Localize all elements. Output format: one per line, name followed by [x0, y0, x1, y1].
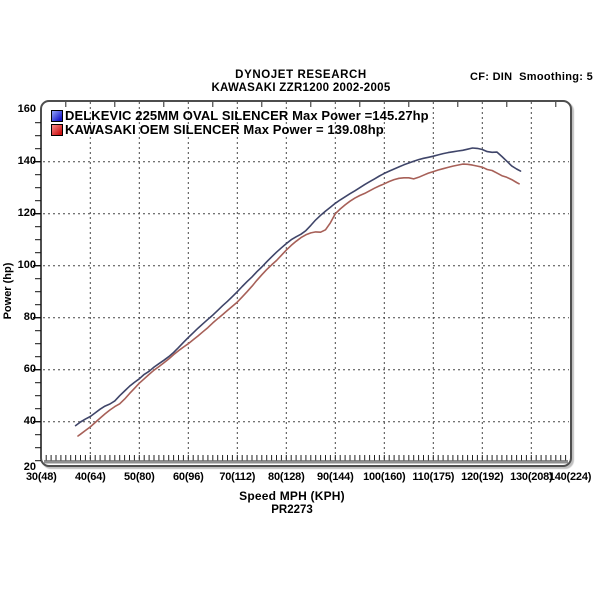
- x-tick-label: 110(175): [412, 471, 455, 483]
- y-tick-label: 60: [23, 363, 36, 376]
- x-tick-label: 50(80): [123, 471, 155, 483]
- legend-label-delkevic: DELKEVIC 225MM OVAL SILENCER Max Power =…: [65, 108, 429, 123]
- delkevic-series-swatch-icon: [51, 109, 63, 122]
- correction-smoothing-info: CF: DIN Smoothing: 5: [469, 71, 593, 83]
- y-axis-title: Power (hp): [2, 262, 14, 320]
- x-tick-label: 60(96): [172, 471, 204, 483]
- y-tick-label: 140: [17, 155, 36, 168]
- y-tick-label: 20: [23, 460, 36, 473]
- y-tick-label: 160: [17, 103, 36, 116]
- x-tick-label: 90(144): [317, 471, 354, 483]
- y-tick-label: 120: [17, 207, 36, 220]
- y-tick-label: 40: [23, 415, 36, 428]
- chart-title: DYNOJET RESEARCH: [235, 69, 367, 81]
- x-tick-label: 140(224): [548, 471, 592, 483]
- x-tick-label: 40(64): [74, 471, 106, 483]
- oem-series-swatch-icon: [51, 123, 63, 136]
- x-tick-label: 130(208): [510, 471, 553, 483]
- legend-item-delkevic: DELKEVIC 225MM OVAL SILENCER Max Power =…: [51, 109, 429, 122]
- plot-area: [40, 100, 572, 467]
- legend-label-oem: KAWASAKI OEM SILENCER Max Power = 139.08…: [65, 122, 384, 137]
- x-tick-label: 30(48): [25, 471, 57, 483]
- x-tick-label: 80(128): [268, 471, 305, 483]
- chart-header: DYNOJET RESEARCH KAWASAKI ZZR1200 2002-2…: [0, 69, 600, 94]
- x-tick-label: 100(160): [363, 471, 406, 483]
- legend-item-oem: KAWASAKI OEM SILENCER Max Power = 139.08…: [51, 123, 429, 136]
- x-tick-label: 120(192): [461, 471, 504, 483]
- reference-code: PR2273: [271, 504, 313, 516]
- x-tick-label: 70(112): [219, 471, 256, 483]
- legend: DELKEVIC 225MM OVAL SILENCER Max Power =…: [51, 109, 429, 137]
- x-axis-title: Speed MPH (KPH): [239, 489, 345, 503]
- chart-subtitle: KAWASAKI ZZR1200 2002-2005: [211, 82, 391, 94]
